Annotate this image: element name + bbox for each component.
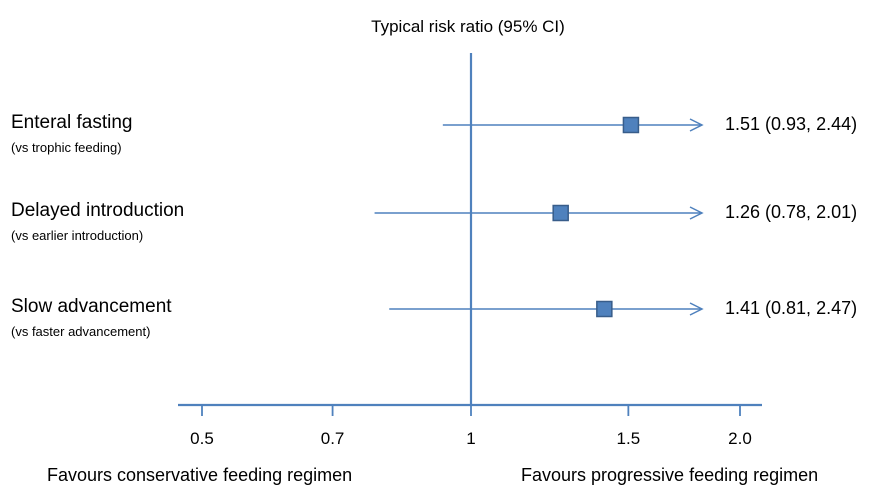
estimate-value-label: 1.41 (0.81, 2.47) (725, 298, 857, 318)
estimate-value-label: 1.26 (0.78, 2.01) (725, 202, 857, 222)
chart-title: Typical risk ratio (95% CI) (371, 17, 565, 36)
point-estimate-marker (622, 116, 640, 134)
ci-arrow (689, 118, 704, 132)
axis-layer: 0.5 0.7 1 1.5 2.0 (178, 53, 762, 448)
row-sublabel: (vs trophic feeding) (11, 140, 122, 155)
forest-row: Slow advancement (vs faster advancement) 1… (11, 296, 857, 339)
point-estimate-marker (552, 204, 569, 222)
ci-arrow (689, 206, 704, 220)
x-tick-label: 1.5 (617, 429, 641, 448)
favours-right-label: Favours progressive feeding regimen (521, 465, 818, 485)
row-label: Slow advancement (11, 296, 172, 317)
row-label: Enteral fasting (11, 112, 132, 133)
point-estimate-marker (596, 300, 613, 318)
x-tick-label: 0.5 (190, 429, 214, 448)
estimate-value-label: 1.51 (0.93, 2.44) (725, 114, 857, 134)
row-sublabel: (vs earlier introduction) (11, 228, 143, 243)
rows-layer: Enteral fasting (vs trophic feeding) 1.51 … (11, 112, 857, 339)
x-tick-label: 1 (466, 429, 475, 448)
forest-row: Delayed introduction (vs earlier introduc… (11, 200, 857, 243)
favours-left-label: Favours conservative feeding regimen (47, 465, 352, 485)
forest-row: Enteral fasting (vs trophic feeding) 1.51 … (11, 112, 857, 155)
row-label: Delayed introduction (11, 200, 184, 221)
x-tick-label: 0.7 (321, 429, 345, 448)
ci-arrow (689, 302, 704, 316)
x-tick-label: 2.0 (728, 429, 752, 448)
row-sublabel: (vs faster advancement) (11, 324, 150, 339)
